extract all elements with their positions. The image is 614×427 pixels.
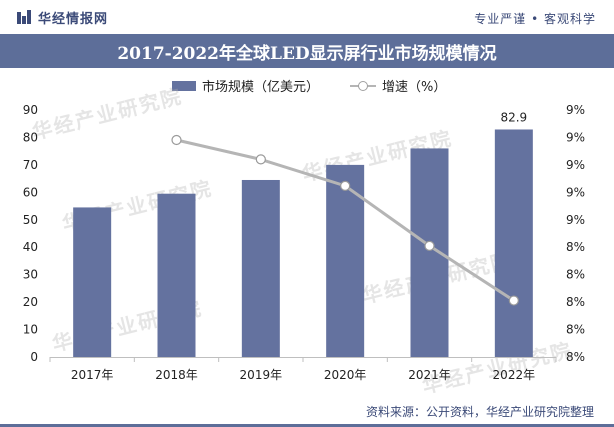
bar-chart-icon (16, 9, 32, 25)
left-axis-tick-label: 50 (23, 213, 38, 227)
growth-point (340, 180, 351, 191)
left-axis-tick-label: 20 (23, 295, 38, 309)
x-axis-category-label: 2019年 (240, 368, 283, 382)
x-axis-category-label: 2018年 (155, 368, 198, 382)
left-axis-tick-label: 40 (23, 240, 38, 254)
brand: 华经情报网 (16, 8, 109, 27)
legend-line-label: 增速（%） (382, 80, 447, 95)
growth-point (171, 134, 182, 146)
left-axis-tick-label: 60 (23, 185, 38, 199)
x-axis-category-label: 2021年 (408, 368, 451, 382)
right-axis-tick-label: 8% (566, 350, 585, 364)
x-axis-category-label: 2022年 (493, 368, 536, 382)
bar-data-label: 82.9 (500, 110, 527, 124)
legend-item-bar: 市场规模（亿美元） (172, 76, 319, 95)
footer-line (0, 424, 614, 427)
growth-point (424, 240, 435, 251)
legend: 市场规模（亿美元） 增速（%） (0, 76, 614, 95)
legend-item-line: 增速（%） (350, 76, 446, 95)
right-axis-tick-label: 8% (566, 295, 585, 309)
bar-2018年 (157, 193, 196, 357)
growth-point (508, 295, 519, 306)
right-axis-tick-label: 9% (566, 213, 585, 227)
tagline: 专业严谨 • 客观科学 (474, 12, 596, 26)
right-axis-tick-label: 8% (566, 268, 585, 282)
left-axis-tick-label: 70 (23, 158, 38, 172)
right-axis-tick-label: 9% (566, 130, 585, 144)
legend-bar-swatch (172, 80, 196, 91)
title-bar: 2017-2022年全球LED显示屏行业市场规模情况 (0, 34, 614, 68)
left-axis-tick-label: 30 (23, 268, 38, 282)
bar-2022年 (494, 129, 533, 357)
left-axis-tick-label: 10 (23, 323, 38, 337)
right-axis-tick-label: 9% (566, 158, 585, 172)
right-axis-tick-label: 8% (566, 323, 585, 337)
source-note: 资料来源：公开资料，华经产业研究院整理 (365, 405, 594, 419)
growth-point (255, 154, 266, 165)
left-axis-tick-label: 0 (30, 350, 38, 364)
x-axis-category-label: 2020年 (324, 368, 367, 382)
x-axis-category-label: 2017年 (71, 368, 114, 382)
bar-2017年 (73, 207, 112, 357)
top-bar: 华经情报网 专业严谨 • 客观科学 (0, 0, 614, 34)
legend-line-swatch (350, 80, 376, 92)
left-axis-tick-label: 90 (23, 103, 38, 117)
right-axis-tick-label: 9% (566, 185, 585, 199)
legend-bar-label: 市场规模（亿美元） (202, 80, 320, 95)
chart-title: 2017-2022年全球LED显示屏行业市场规模情况 (117, 43, 497, 64)
left-axis-tick-label: 80 (23, 130, 38, 144)
right-axis-tick-label: 8% (566, 240, 585, 254)
right-axis-tick-label: 9% (566, 103, 585, 117)
brand-name: 华经情报网 (38, 11, 109, 27)
bar-2020年 (326, 164, 365, 357)
bar-2019年 (241, 179, 280, 357)
